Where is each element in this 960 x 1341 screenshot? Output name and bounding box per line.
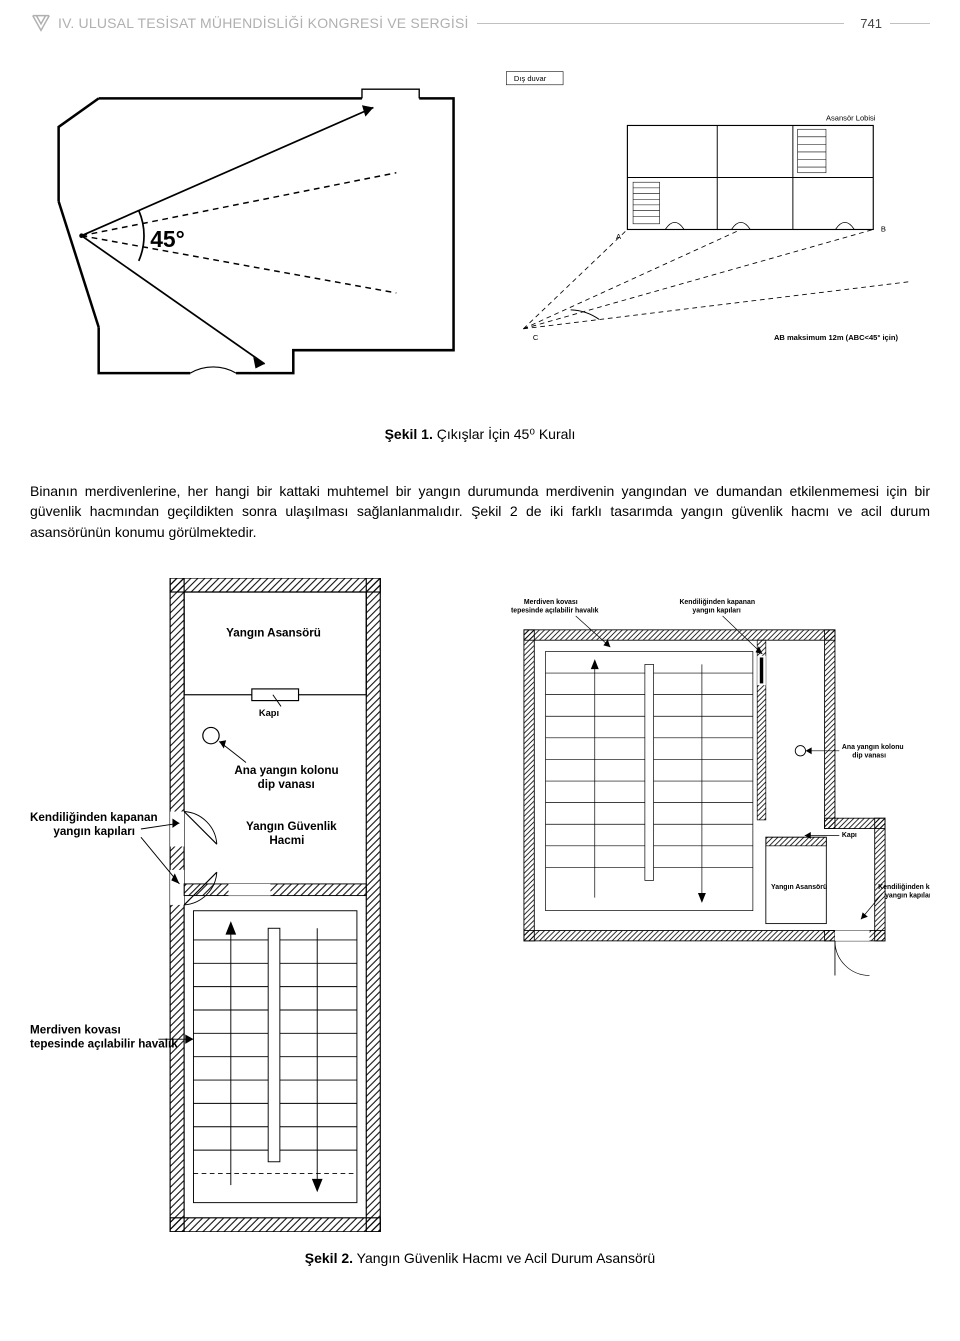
figure2-caption-text: Yangın Güvenlik Hacmı ve Acil Durum Asan… — [353, 1250, 655, 1266]
figure2-right-diagram: Merdiven kovası tepesinde açılabilir hav… — [498, 578, 930, 1010]
header-title: IV. ULUSAL TESİSAT MÜHENDİSLİĞİ KONGRESİ… — [58, 15, 469, 31]
figure2-caption: Şekil 2. Yangın Güvenlik Hacmı ve Acil D… — [30, 1250, 930, 1266]
page-number: 741 — [852, 16, 890, 31]
r-anakolon2: dip vanası — [852, 753, 886, 760]
point-c: C — [533, 333, 539, 342]
r-kend-label2: yangın kapıları — [692, 607, 740, 614]
body-paragraph: Binanın merdivenlerine, her hangi bir ka… — [30, 481, 930, 542]
merdiven-label-l2: tepesinde açılabilir havalık — [30, 1037, 178, 1050]
figure1-caption-label: Şekil 1. — [385, 426, 433, 442]
ana-kolon-label-l2: dip vanası — [258, 778, 315, 791]
r-merdiven-label2: tepesinde açılabilir havalık — [511, 607, 599, 614]
guvenlik-hacmi-label2: Hacmi — [269, 834, 304, 847]
logo-icon — [30, 12, 52, 34]
r-kendkap1: Kendiliğinden kapanan — [878, 884, 930, 891]
ana-kolon-label-l1: Ana yangın kolonu — [234, 764, 338, 777]
r-asansor: Yangın Asansörü — [771, 884, 827, 891]
figure2-row: Yangın Asansörü Kapı Ana yangın kolonu d… — [30, 578, 930, 1232]
figure1-left-diagram: 45° — [30, 64, 465, 396]
dis-duvar-label: Dış duvar — [514, 74, 547, 83]
lobby-label: Asansör Lobisi — [826, 114, 876, 123]
page: IV. ULUSAL TESİSAT MÜHENDİSLİĞİ KONGRESİ… — [0, 0, 960, 1296]
yangin-asansoru-label: Yangın Asansörü — [226, 626, 321, 639]
kendiliginden-label2: yangın kapıları — [53, 825, 135, 838]
header-rule-icon — [477, 23, 845, 24]
r-kendkap2: yangın kapıları — [885, 893, 930, 900]
fig1-footer-label: AB maksimum 12m (ABC<45° için) — [774, 333, 899, 342]
figure1-caption: Şekil 1. Çıkışlar İçin 45⁰ Kuralı — [30, 426, 930, 443]
figure2-left-diagram: Yangın Asansörü Kapı Ana yangın kolonu d… — [30, 578, 462, 1232]
point-b: B — [881, 224, 886, 233]
guvenlik-hacmi-label1: Yangın Güvenlik — [246, 820, 337, 833]
r-anakolon1: Ana yangın kolonu — [842, 744, 904, 751]
figure1-right-diagram: Dış duvar Asansör Lobisi — [495, 64, 930, 348]
r-kapi: Kapı — [842, 832, 857, 839]
figure1-row: 45° Dış duvar Asansör Lobisi — [30, 64, 930, 396]
kendiliginden-label1: Kendiliğinden kapanan — [30, 811, 158, 824]
r-merdiven-label1: Merdiven kovası — [524, 599, 578, 606]
kapi-label-left: Kapı — [259, 708, 279, 718]
page-header: IV. ULUSAL TESİSAT MÜHENDİSLİĞİ KONGRESİ… — [30, 12, 930, 34]
figure1-caption-text: Çıkışlar İçin 45⁰ Kuralı — [433, 426, 576, 442]
header-rule-end-icon — [890, 23, 930, 24]
figure2-caption-label: Şekil 2. — [305, 1250, 353, 1266]
angle-45-label: 45° — [150, 226, 185, 252]
merdiven-label-l1: Merdiven kovası — [30, 1023, 121, 1036]
r-kend-label1: Kendiliğinden kapanan — [679, 599, 755, 606]
